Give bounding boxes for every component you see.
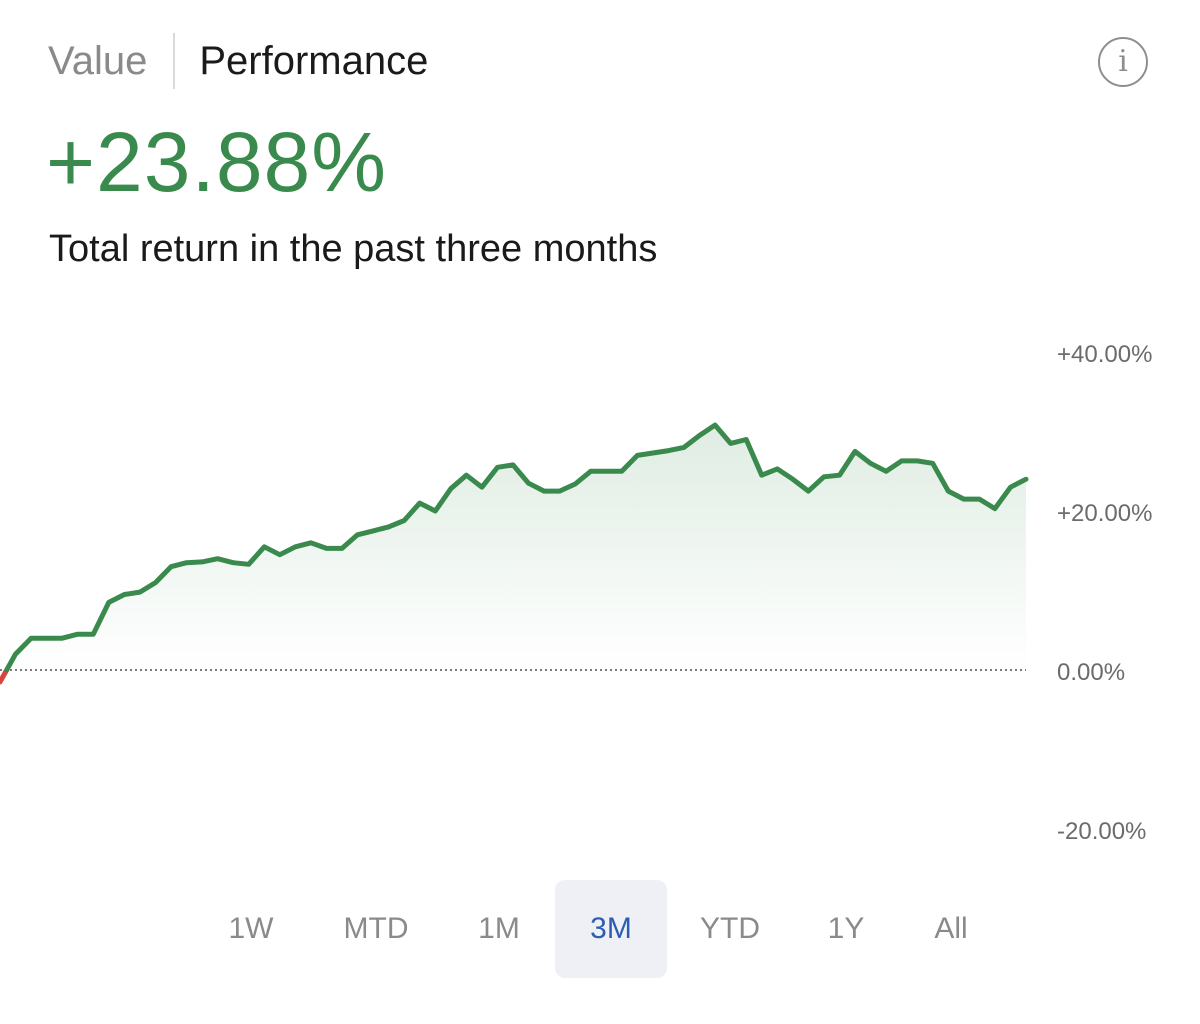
performance-line: [4, 422, 1029, 673]
range-button-1w[interactable]: 1W: [228, 912, 274, 945]
info-icon[interactable]: i: [1098, 37, 1148, 87]
range-button-3m[interactable]: 3M: [555, 880, 667, 978]
tab-performance[interactable]: Performance: [199, 39, 429, 83]
range-button-ytd[interactable]: YTD: [700, 912, 760, 945]
tab-divider: [173, 33, 176, 89]
range-button-mtd[interactable]: MTD: [343, 912, 409, 945]
performance-chart: +40.00% +20.00% 0.00% -20.00%: [0, 341, 1152, 845]
y-tick-label: +20.00%: [1057, 500, 1152, 527]
time-range-selector: 1W MTD 1M 3M YTD 1Y All: [196, 880, 1016, 978]
y-tick-label: 0.00%: [1057, 659, 1125, 686]
y-tick-label: -20.00%: [1057, 818, 1146, 845]
range-button-1m[interactable]: 1M: [478, 912, 520, 945]
range-button-all[interactable]: All: [934, 912, 968, 945]
tab-value[interactable]: Value: [48, 39, 148, 83]
total-return-value: +23.88%: [46, 115, 387, 209]
performance-area-fill: [0, 425, 1026, 670]
range-button-1y[interactable]: 1Y: [827, 912, 865, 945]
view-tabs: Value Performance: [48, 32, 428, 90]
total-return-subtitle: Total return in the past three months: [49, 228, 658, 270]
y-tick-label: +40.00%: [1057, 341, 1152, 368]
